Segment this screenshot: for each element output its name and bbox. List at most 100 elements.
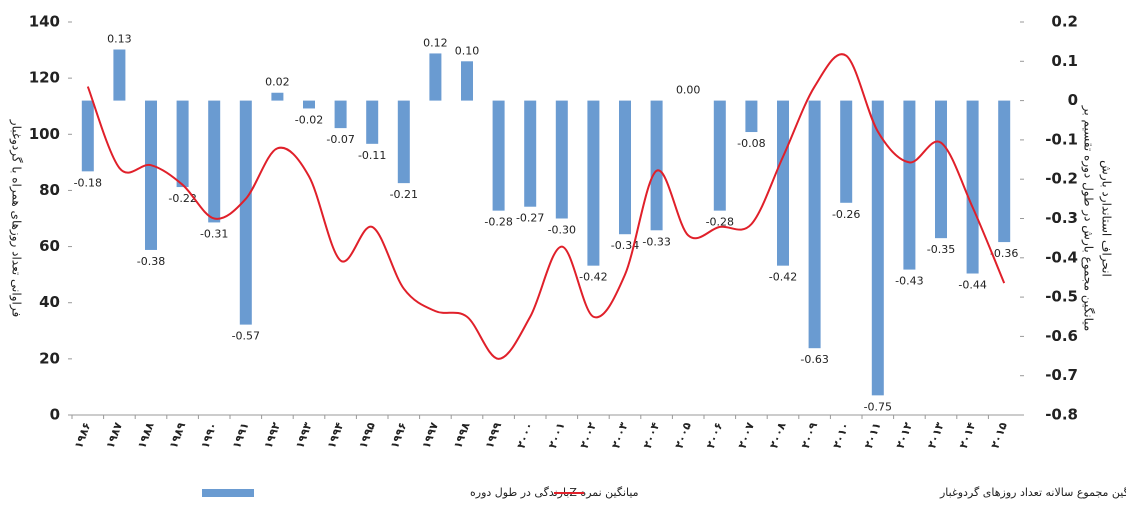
bar (429, 53, 441, 100)
y2-tick-label: 0 (1068, 91, 1078, 109)
data-label: -0.27 (516, 212, 544, 225)
bar (840, 101, 852, 203)
x-tick-label: ۱۹۹۴ (325, 420, 346, 450)
legend-swatch (202, 489, 254, 497)
y2-tick-label: -0.4 (1045, 248, 1078, 266)
bar (903, 101, 915, 270)
data-label: -0.30 (548, 224, 576, 237)
x-tick-label: ۱۹۹۳ (293, 420, 314, 450)
y-tick-label: 40 (39, 293, 60, 311)
data-label: 0.10 (455, 44, 480, 57)
x-tick-label: ۲۰۰۳ (609, 420, 630, 450)
data-label: -0.33 (642, 235, 670, 248)
y2-axis-title: انحراف استاندارد بارش (1099, 160, 1114, 277)
x-tick-label: ۱۹۸۷ (104, 420, 125, 450)
data-label: -0.42 (769, 271, 797, 284)
x-tick-label: ۱۹۹۶ (388, 421, 409, 451)
bar (82, 101, 94, 172)
data-label: -0.31 (200, 227, 228, 240)
x-tick-label: ۲۰۱۳ (925, 420, 946, 450)
data-label: -0.38 (137, 255, 165, 268)
bar (998, 101, 1010, 242)
bar (745, 101, 757, 132)
y2-tick-label: -0.3 (1045, 209, 1078, 227)
data-label: 0.13 (107, 33, 132, 46)
data-label: -0.43 (895, 275, 923, 288)
y-tick-label: 120 (29, 69, 60, 87)
x-tick-label: ۲۰۱۱ (862, 421, 883, 451)
x-tick-label: ۱۹۹۸ (451, 420, 472, 450)
x-tick-label: ۱۹۸۸ (135, 420, 156, 450)
x-tick-label: ۲۰۱۲ (894, 420, 915, 450)
y2-tick-label: 0.1 (1051, 52, 1078, 70)
bar (556, 101, 568, 219)
y2-tick-label: -0.8 (1045, 406, 1078, 424)
x-tick-label: ۲۰۰۸ (767, 420, 788, 450)
y2-tick-label: -0.6 (1045, 327, 1078, 345)
y2-tick-label: -0.5 (1045, 288, 1078, 306)
y-axis-title: فراوانی تعداد روزهای همراه با گردوغبار (9, 119, 24, 317)
x-tick-label: ۲۰۱۰ (830, 421, 851, 451)
y2-tick-label: -0.7 (1045, 366, 1078, 384)
x-tick-label: ۱۹۹۰ (198, 421, 219, 451)
x-tick-label: ۲۰۰۲ (578, 420, 599, 450)
legend-label: میانگین مجموع سالانه تعداد روزهای گردوغب… (939, 486, 1126, 499)
y-tick-label: 20 (39, 349, 60, 367)
bar (335, 101, 347, 129)
y-tick-label: 140 (29, 13, 60, 31)
bar (113, 50, 125, 101)
data-label: -0.21 (390, 188, 418, 201)
x-tick-label: ۱۹۸۶ (72, 421, 93, 451)
data-label: -0.75 (864, 400, 892, 413)
y-tick-label: 0 (50, 406, 60, 424)
y2-tick-label: 0.2 (1051, 13, 1078, 31)
bar (208, 101, 220, 223)
data-label: -0.44 (958, 279, 986, 292)
data-label: -0.63 (800, 353, 828, 366)
x-tick-label: ۲۰۱۵ (988, 420, 1009, 450)
y2-tick-label: -0.1 (1045, 130, 1078, 148)
data-label: -0.18 (74, 176, 102, 189)
y2-tick-label: -0.2 (1045, 170, 1078, 188)
bar (524, 101, 536, 207)
bar (271, 93, 283, 101)
data-label: -0.35 (927, 243, 955, 256)
x-tick-label: ۱۹۸۹ (167, 420, 188, 450)
data-label: -0.22 (168, 192, 196, 205)
x-tick-label: ۲۰۰۰ (514, 421, 535, 451)
x-tick-label: ۲۰۱۴ (957, 420, 978, 450)
bar (872, 101, 884, 396)
bar (777, 101, 789, 266)
bar (145, 101, 157, 250)
x-tick-label: ۲۰۰۷ (736, 420, 757, 450)
bar (587, 101, 599, 266)
y2-axis-title: میانگین مجموع بارش در طول دوره تقسیم بر (1081, 105, 1096, 332)
data-label: -0.08 (737, 137, 765, 150)
data-label: -0.11 (358, 149, 386, 162)
x-tick-label: ۱۹۹۹ (483, 420, 504, 450)
bar (967, 101, 979, 274)
x-tick-label: ۱۹۹۲ (262, 420, 283, 450)
data-label: 0.02 (265, 76, 290, 89)
bar (366, 101, 378, 144)
bar (935, 101, 947, 239)
bar (177, 101, 189, 187)
x-tick-label: ۱۹۹۷ (420, 420, 441, 450)
data-label: -0.02 (295, 113, 323, 126)
bar (809, 101, 821, 349)
bar (303, 101, 315, 109)
x-tick-label: ۱۹۹۱ (230, 421, 251, 451)
bar (714, 101, 726, 211)
bar (651, 101, 663, 231)
data-label: -0.28 (484, 216, 512, 229)
y-tick-label: 80 (39, 181, 60, 199)
x-tick-label: ۲۰۰۵ (672, 420, 693, 450)
bar (240, 101, 252, 325)
x-tick-label: ۲۰۰۱ (546, 421, 567, 451)
bar (398, 101, 410, 184)
data-label: 0.12 (423, 36, 448, 49)
y-tick-label: 60 (39, 237, 60, 255)
y-tick-label: 100 (29, 125, 60, 143)
data-label: -0.07 (326, 133, 354, 146)
bar (493, 101, 505, 211)
